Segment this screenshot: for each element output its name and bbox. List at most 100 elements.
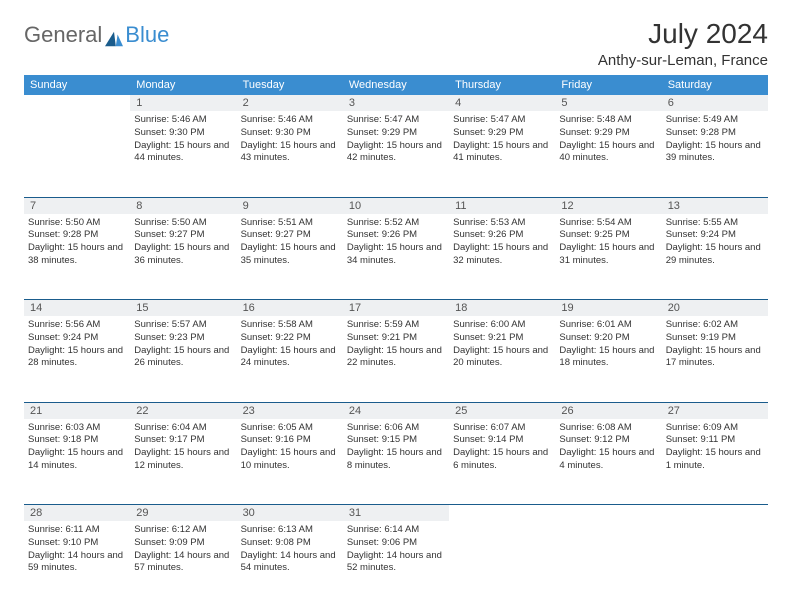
day-cell: Sunrise: 6:09 AMSunset: 9:11 PMDaylight:… [662, 419, 768, 505]
day-cell: Sunrise: 5:51 AMSunset: 9:27 PMDaylight:… [237, 214, 343, 300]
day-number: 8 [130, 197, 236, 214]
day-cell: Sunrise: 5:50 AMSunset: 9:28 PMDaylight:… [24, 214, 130, 300]
day-header: Friday [555, 75, 661, 95]
day-cell-text: Sunrise: 6:09 AMSunset: 9:11 PMDaylight:… [666, 422, 764, 473]
day-cell: Sunrise: 5:54 AMSunset: 9:25 PMDaylight:… [555, 214, 661, 300]
title-block: July 2024 Anthy-sur-Leman, France [598, 18, 768, 69]
day-cell: Sunrise: 6:06 AMSunset: 9:15 PMDaylight:… [343, 419, 449, 505]
day-number-row: 21222324252627 [24, 402, 768, 419]
day-cell-text: Sunrise: 5:50 AMSunset: 9:27 PMDaylight:… [134, 217, 232, 268]
day-cell: Sunrise: 6:12 AMSunset: 9:09 PMDaylight:… [130, 521, 236, 607]
day-cell-text: Sunrise: 5:53 AMSunset: 9:26 PMDaylight:… [453, 217, 551, 268]
day-number: 24 [343, 402, 449, 419]
day-cell-text: Sunrise: 6:05 AMSunset: 9:16 PMDaylight:… [241, 422, 339, 473]
day-number: 17 [343, 300, 449, 317]
day-number: 20 [662, 300, 768, 317]
day-cell-text: Sunrise: 6:06 AMSunset: 9:15 PMDaylight:… [347, 422, 445, 473]
day-cell-text: Sunrise: 5:51 AMSunset: 9:27 PMDaylight:… [241, 217, 339, 268]
day-number: 21 [24, 402, 130, 419]
day-number-row: 123456 [24, 95, 768, 111]
day-cell [24, 111, 130, 197]
day-cell: Sunrise: 5:58 AMSunset: 9:22 PMDaylight:… [237, 316, 343, 402]
day-cell: Sunrise: 5:48 AMSunset: 9:29 PMDaylight:… [555, 111, 661, 197]
day-number: 22 [130, 402, 236, 419]
day-cell: Sunrise: 5:47 AMSunset: 9:29 PMDaylight:… [343, 111, 449, 197]
day-header: Sunday [24, 75, 130, 95]
day-header-row: Sunday Monday Tuesday Wednesday Thursday… [24, 75, 768, 95]
day-cell-text: Sunrise: 5:55 AMSunset: 9:24 PMDaylight:… [666, 217, 764, 268]
day-number: 4 [449, 95, 555, 111]
day-cell-text: Sunrise: 5:50 AMSunset: 9:28 PMDaylight:… [28, 217, 126, 268]
day-cell: Sunrise: 5:52 AMSunset: 9:26 PMDaylight:… [343, 214, 449, 300]
day-number: 14 [24, 300, 130, 317]
day-number: 30 [237, 505, 343, 522]
day-cell-text: Sunrise: 6:00 AMSunset: 9:21 PMDaylight:… [453, 319, 551, 370]
day-number: 16 [237, 300, 343, 317]
day-cell: Sunrise: 5:59 AMSunset: 9:21 PMDaylight:… [343, 316, 449, 402]
day-cell: Sunrise: 6:01 AMSunset: 9:20 PMDaylight:… [555, 316, 661, 402]
day-cell: Sunrise: 6:05 AMSunset: 9:16 PMDaylight:… [237, 419, 343, 505]
day-cell-text: Sunrise: 6:04 AMSunset: 9:17 PMDaylight:… [134, 422, 232, 473]
day-number-row: 14151617181920 [24, 300, 768, 317]
logo-mark-icon [105, 27, 123, 43]
day-cell: Sunrise: 6:11 AMSunset: 9:10 PMDaylight:… [24, 521, 130, 607]
day-number: 13 [662, 197, 768, 214]
day-number: 23 [237, 402, 343, 419]
day-cell-text: Sunrise: 6:11 AMSunset: 9:10 PMDaylight:… [28, 524, 126, 575]
day-number: 7 [24, 197, 130, 214]
day-cell: Sunrise: 5:50 AMSunset: 9:27 PMDaylight:… [130, 214, 236, 300]
day-cell-text: Sunrise: 5:47 AMSunset: 9:29 PMDaylight:… [453, 114, 551, 165]
page-title: July 2024 [598, 18, 768, 50]
day-cell: Sunrise: 6:00 AMSunset: 9:21 PMDaylight:… [449, 316, 555, 402]
day-number: 28 [24, 505, 130, 522]
day-cell-text: Sunrise: 6:02 AMSunset: 9:19 PMDaylight:… [666, 319, 764, 370]
day-content-row: Sunrise: 5:56 AMSunset: 9:24 PMDaylight:… [24, 316, 768, 402]
day-number: 12 [555, 197, 661, 214]
day-number-row: 78910111213 [24, 197, 768, 214]
day-cell [555, 521, 661, 607]
day-cell-text: Sunrise: 6:13 AMSunset: 9:08 PMDaylight:… [241, 524, 339, 575]
day-number: 6 [662, 95, 768, 111]
day-cell: Sunrise: 6:02 AMSunset: 9:19 PMDaylight:… [662, 316, 768, 402]
day-number: 1 [130, 95, 236, 111]
day-number [662, 505, 768, 522]
day-number [449, 505, 555, 522]
calendar-table: Sunday Monday Tuesday Wednesday Thursday… [24, 75, 768, 607]
day-cell-text: Sunrise: 5:49 AMSunset: 9:28 PMDaylight:… [666, 114, 764, 165]
day-number: 31 [343, 505, 449, 522]
day-header: Monday [130, 75, 236, 95]
day-number: 5 [555, 95, 661, 111]
day-number-row: 28293031 [24, 505, 768, 522]
day-cell: Sunrise: 5:49 AMSunset: 9:28 PMDaylight:… [662, 111, 768, 197]
day-number: 15 [130, 300, 236, 317]
day-header: Thursday [449, 75, 555, 95]
day-number: 11 [449, 197, 555, 214]
day-cell-text: Sunrise: 5:46 AMSunset: 9:30 PMDaylight:… [134, 114, 232, 165]
day-cell-text: Sunrise: 6:12 AMSunset: 9:09 PMDaylight:… [134, 524, 232, 575]
day-cell: Sunrise: 6:08 AMSunset: 9:12 PMDaylight:… [555, 419, 661, 505]
header: General Blue July 2024 Anthy-sur-Leman, … [24, 18, 768, 69]
day-cell-text: Sunrise: 5:47 AMSunset: 9:29 PMDaylight:… [347, 114, 445, 165]
day-content-row: Sunrise: 6:11 AMSunset: 9:10 PMDaylight:… [24, 521, 768, 607]
day-cell: Sunrise: 6:13 AMSunset: 9:08 PMDaylight:… [237, 521, 343, 607]
day-number: 18 [449, 300, 555, 317]
day-cell [449, 521, 555, 607]
day-number: 25 [449, 402, 555, 419]
day-cell-text: Sunrise: 5:54 AMSunset: 9:25 PMDaylight:… [559, 217, 657, 268]
day-cell: Sunrise: 6:14 AMSunset: 9:06 PMDaylight:… [343, 521, 449, 607]
day-cell-text: Sunrise: 6:14 AMSunset: 9:06 PMDaylight:… [347, 524, 445, 575]
day-cell: Sunrise: 6:03 AMSunset: 9:18 PMDaylight:… [24, 419, 130, 505]
day-number [555, 505, 661, 522]
day-cell-text: Sunrise: 6:01 AMSunset: 9:20 PMDaylight:… [559, 319, 657, 370]
day-cell: Sunrise: 6:07 AMSunset: 9:14 PMDaylight:… [449, 419, 555, 505]
day-cell-text: Sunrise: 5:46 AMSunset: 9:30 PMDaylight:… [241, 114, 339, 165]
day-cell-text: Sunrise: 5:58 AMSunset: 9:22 PMDaylight:… [241, 319, 339, 370]
logo-text-general: General [24, 22, 102, 48]
day-content-row: Sunrise: 5:46 AMSunset: 9:30 PMDaylight:… [24, 111, 768, 197]
day-number: 9 [237, 197, 343, 214]
day-cell: Sunrise: 6:04 AMSunset: 9:17 PMDaylight:… [130, 419, 236, 505]
day-cell-text: Sunrise: 6:08 AMSunset: 9:12 PMDaylight:… [559, 422, 657, 473]
day-number: 3 [343, 95, 449, 111]
day-number [24, 95, 130, 111]
day-cell: Sunrise: 5:46 AMSunset: 9:30 PMDaylight:… [237, 111, 343, 197]
